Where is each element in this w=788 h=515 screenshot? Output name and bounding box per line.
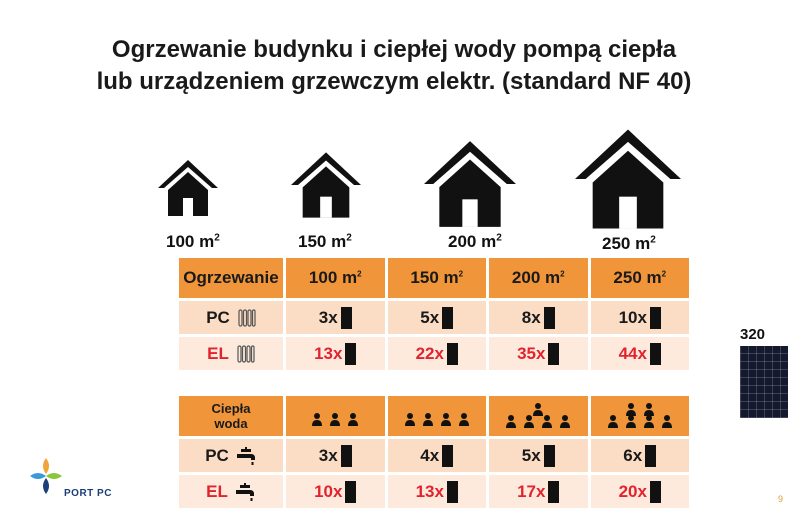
person-icon bbox=[533, 403, 544, 416]
person-icon bbox=[661, 415, 672, 428]
person-icon bbox=[404, 413, 415, 426]
panel-square-icon bbox=[340, 444, 352, 467]
house-area-label: 250 m2 bbox=[602, 234, 656, 253]
value-cell: 4x bbox=[420, 445, 440, 465]
table-row: EL 13x 22x 35x 44x bbox=[179, 337, 689, 370]
person-icon bbox=[440, 413, 451, 426]
panel-square-icon bbox=[548, 480, 560, 503]
person-icon bbox=[560, 415, 571, 428]
house-icon bbox=[420, 138, 520, 230]
table-row: EL 10x 13x 17x 20x bbox=[179, 475, 689, 508]
slide-title: Ogrzewanie budynku i ciepłej wody pompą … bbox=[0, 34, 788, 98]
panel-square-icon bbox=[442, 306, 454, 329]
house-icon bbox=[570, 126, 686, 232]
panel-square-icon bbox=[543, 306, 555, 329]
row-label-el: EL bbox=[206, 481, 228, 501]
heating-header: Ogrzewanie bbox=[179, 258, 283, 298]
column-header: 200 m2 bbox=[489, 258, 588, 298]
panel-square-icon bbox=[345, 342, 357, 365]
solar-panel-icon bbox=[740, 346, 788, 418]
people-icon bbox=[404, 413, 469, 426]
person-icon bbox=[625, 415, 636, 428]
value-cell: 6x bbox=[623, 445, 643, 465]
value-cell: 20x bbox=[618, 481, 647, 501]
hot-water-header: Ciepła woda bbox=[179, 396, 283, 436]
value-cell: 13x bbox=[314, 343, 343, 363]
table-row: PC 3x 4x 5x 6x bbox=[179, 439, 689, 472]
title-line-1: Ogrzewanie budynku i ciepłej wody pompą … bbox=[111, 36, 677, 63]
panel-square-icon bbox=[442, 444, 454, 467]
port-pc-logo-icon bbox=[28, 456, 64, 505]
value-cell: 44x bbox=[618, 343, 647, 363]
house-area-label: 150 m2 bbox=[298, 232, 352, 251]
logo-text: PORT PC bbox=[64, 488, 112, 499]
panel-square-icon bbox=[340, 306, 352, 329]
radiator-icon bbox=[237, 344, 255, 363]
person-icon bbox=[348, 413, 359, 426]
people-icon bbox=[607, 403, 672, 428]
value-cell: 3x bbox=[318, 445, 338, 465]
value-cell: 5x bbox=[521, 445, 541, 465]
value-cell: 3x bbox=[318, 307, 338, 327]
person-icon bbox=[643, 403, 654, 416]
house-icon bbox=[288, 150, 364, 220]
panel-square-icon bbox=[649, 342, 661, 365]
panel-square-icon bbox=[446, 480, 458, 503]
hot-water-table: Ciepła woda PC 3x 4x 5x 6x EL 10x 13x 17 bbox=[176, 393, 692, 511]
person-icon bbox=[524, 415, 535, 428]
value-cell: 22x bbox=[415, 343, 444, 363]
table-row: PC 3x 5x 8x 10x bbox=[179, 301, 689, 334]
value-cell: 13x bbox=[415, 481, 444, 501]
value-cell: 17x bbox=[517, 481, 546, 501]
people-icon bbox=[312, 413, 359, 426]
person-icon bbox=[312, 413, 323, 426]
panel-square-icon bbox=[649, 480, 661, 503]
heating-table: Ogrzewanie 100 m2 150 m2 200 m2 250 m2 P… bbox=[176, 255, 692, 373]
title-line-2: lub urządzeniem grzewczym elektr. (stand… bbox=[96, 68, 692, 95]
column-header: 150 m2 bbox=[387, 258, 486, 298]
value-cell: 35x bbox=[517, 343, 546, 363]
person-icon bbox=[542, 415, 553, 428]
panel-square-icon bbox=[345, 480, 357, 503]
person-icon bbox=[458, 413, 469, 426]
value-cell: 10x bbox=[314, 481, 343, 501]
panel-square-icon bbox=[649, 306, 661, 329]
house-area-label: 200 m2 bbox=[448, 232, 502, 251]
page-number: 9 bbox=[778, 494, 784, 504]
panel-square-icon bbox=[645, 444, 657, 467]
person-icon bbox=[422, 413, 433, 426]
column-header: 250 m2 bbox=[590, 258, 689, 298]
row-label-el: EL bbox=[207, 343, 229, 363]
people-icon bbox=[506, 403, 571, 428]
panel-power-label: 320 bbox=[740, 326, 766, 343]
panel-square-icon bbox=[543, 444, 555, 467]
person-icon bbox=[607, 415, 618, 428]
person-icon bbox=[625, 403, 636, 416]
tap-icon bbox=[236, 446, 255, 465]
person-icon bbox=[506, 415, 517, 428]
radiator-icon bbox=[238, 308, 256, 327]
row-label-pc: PC bbox=[205, 445, 229, 465]
house-icon bbox=[156, 158, 220, 218]
panel-square-icon bbox=[446, 342, 458, 365]
value-cell: 10x bbox=[618, 307, 647, 327]
value-cell: 8x bbox=[521, 307, 541, 327]
value-cell: 5x bbox=[420, 307, 440, 327]
tap-icon bbox=[235, 482, 254, 501]
house-area-label: 100 m2 bbox=[166, 232, 220, 251]
column-header: 100 m2 bbox=[286, 258, 385, 298]
row-label-pc: PC bbox=[206, 307, 230, 327]
panel-square-icon bbox=[548, 342, 560, 365]
person-icon bbox=[330, 413, 341, 426]
person-icon bbox=[643, 415, 654, 428]
